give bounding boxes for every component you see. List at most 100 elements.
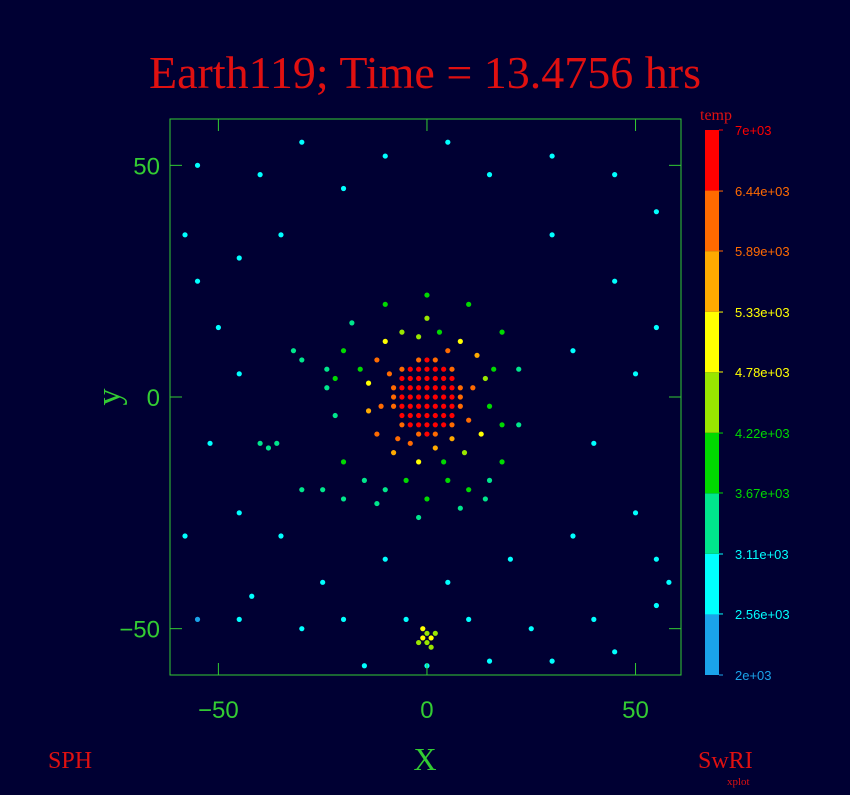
point bbox=[416, 375, 422, 382]
point bbox=[441, 375, 447, 382]
point bbox=[428, 635, 434, 641]
point bbox=[424, 292, 430, 298]
point bbox=[236, 255, 242, 261]
colorbar-bin bbox=[705, 614, 719, 675]
point bbox=[612, 172, 618, 178]
point bbox=[424, 357, 430, 363]
point bbox=[653, 602, 659, 609]
point bbox=[466, 301, 472, 307]
point bbox=[591, 440, 597, 446]
point bbox=[449, 394, 455, 400]
x-tick-label: 0 bbox=[420, 697, 433, 724]
point bbox=[424, 496, 430, 502]
colorbar-tick-label: 5.33e+03 bbox=[735, 305, 790, 320]
point bbox=[591, 616, 597, 623]
point bbox=[570, 348, 576, 354]
point bbox=[449, 422, 455, 428]
y-tick-label: 0 bbox=[147, 385, 160, 412]
point bbox=[249, 593, 255, 599]
point bbox=[612, 649, 618, 655]
point bbox=[390, 450, 397, 456]
point bbox=[653, 324, 659, 331]
point bbox=[632, 510, 639, 516]
point bbox=[299, 487, 305, 493]
point bbox=[441, 385, 447, 391]
point bbox=[432, 366, 438, 372]
point bbox=[407, 375, 413, 382]
point bbox=[407, 403, 413, 409]
point bbox=[474, 352, 480, 358]
point bbox=[449, 436, 455, 442]
point bbox=[432, 630, 438, 636]
point bbox=[386, 371, 393, 377]
colorbar-bin bbox=[705, 251, 719, 312]
point bbox=[432, 445, 438, 451]
point bbox=[182, 533, 188, 539]
point bbox=[340, 459, 347, 465]
point bbox=[407, 385, 413, 391]
colorbar-tick-label: 2.56e+03 bbox=[735, 607, 790, 622]
point bbox=[424, 403, 430, 409]
point bbox=[549, 153, 555, 159]
point bbox=[278, 533, 284, 539]
point bbox=[457, 385, 463, 391]
point bbox=[424, 394, 430, 400]
point bbox=[407, 422, 413, 428]
point bbox=[416, 639, 422, 646]
point bbox=[528, 626, 534, 632]
point bbox=[299, 357, 305, 363]
point bbox=[424, 385, 430, 391]
point bbox=[457, 403, 463, 409]
colorbar-label: temp bbox=[700, 107, 732, 124]
point bbox=[407, 440, 413, 446]
point bbox=[324, 366, 330, 372]
point bbox=[395, 436, 401, 442]
colorbar-tick-label: 7e+03 bbox=[735, 123, 772, 138]
footer-left: SPH bbox=[48, 748, 92, 774]
y-axis-label: y bbox=[91, 389, 128, 406]
point bbox=[441, 403, 447, 409]
point bbox=[361, 663, 367, 669]
point bbox=[420, 626, 426, 632]
point bbox=[424, 315, 430, 321]
point bbox=[399, 329, 405, 335]
point bbox=[332, 412, 338, 419]
point bbox=[407, 394, 413, 400]
point bbox=[416, 412, 422, 419]
y-tick-label: −50 bbox=[119, 617, 160, 644]
point bbox=[215, 324, 221, 331]
point bbox=[449, 375, 455, 382]
point bbox=[486, 658, 493, 664]
point bbox=[424, 630, 430, 636]
point bbox=[516, 366, 522, 372]
point bbox=[432, 403, 438, 409]
point bbox=[194, 616, 201, 623]
point bbox=[441, 422, 447, 428]
point bbox=[399, 422, 405, 428]
point bbox=[390, 394, 397, 400]
point bbox=[382, 556, 388, 562]
point bbox=[236, 371, 242, 377]
point bbox=[666, 579, 672, 585]
point bbox=[445, 477, 451, 483]
point bbox=[416, 403, 422, 409]
colorbar-tick-label: 4.78e+03 bbox=[735, 365, 790, 380]
point bbox=[399, 385, 405, 391]
point bbox=[632, 371, 639, 377]
point bbox=[499, 459, 505, 465]
footer-right-sub: xplot bbox=[727, 776, 750, 788]
colorbar-tick-label: 5.89e+03 bbox=[735, 244, 790, 259]
point bbox=[449, 412, 455, 419]
point bbox=[399, 412, 405, 419]
point bbox=[424, 412, 430, 419]
point bbox=[361, 477, 367, 483]
point bbox=[374, 357, 380, 363]
point bbox=[399, 366, 405, 372]
point bbox=[340, 496, 347, 502]
point bbox=[416, 385, 422, 391]
point bbox=[374, 500, 380, 507]
point bbox=[486, 172, 493, 178]
point bbox=[399, 394, 405, 400]
point bbox=[424, 375, 430, 382]
point bbox=[461, 450, 468, 456]
